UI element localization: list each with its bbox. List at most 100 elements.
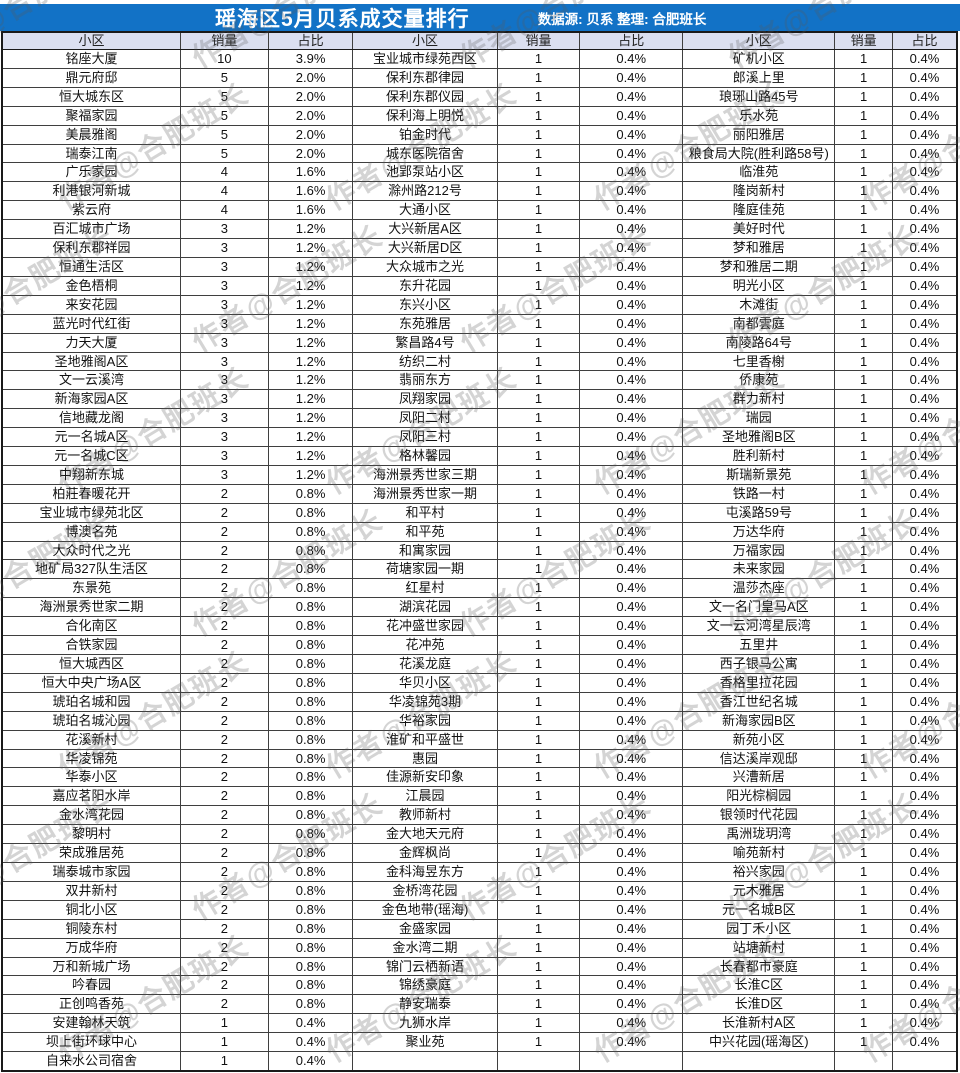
sales-cell: 1 [834, 105, 893, 126]
sales-cell: 3 [179, 427, 269, 448]
share-cell: 0.8% [267, 521, 354, 542]
share-cell: 0.4% [891, 880, 958, 901]
sales-cell: 1 [496, 502, 581, 523]
sales-cell: 1 [496, 937, 581, 958]
community-cell: 站塘新村 [682, 937, 836, 958]
table-row: 大众时代之光 2 0.8% 和寓家园 1 0.4% 万福家园 1 0.4% [1, 540, 958, 561]
table-row: 恒大城东区 5 2.0% 保利东郡仪园 1 0.4% 琅琊山路45号 1 0.4% [1, 86, 958, 107]
share-cell: 0.8% [267, 559, 354, 580]
share-cell: 0.8% [267, 483, 354, 504]
sales-cell: 1 [496, 105, 581, 126]
share-cell: 2.0% [267, 86, 354, 107]
table-row: 保利东郡祥园 3 1.2% 大兴新居D区 1 0.4% 梦和雅居 1 0.4% [1, 238, 958, 258]
community-cell: 东兴小区 [352, 294, 498, 315]
community-cell: 紫云府 [1, 200, 181, 221]
share-cell: 1.2% [267, 408, 354, 429]
share-cell: 0.4% [579, 899, 684, 920]
sales-cell: 1 [834, 256, 893, 277]
community-cell: 来安花园 [1, 294, 181, 315]
table-row: 双井新村 2 0.8% 金桥湾花园 1 0.4% 元木雅居 1 0.4% [1, 880, 958, 901]
table-row: 琥珀名城和园 2 0.8% 华凌锦苑3期 1 0.4% 香江世纪名城 1 0.4% [1, 691, 958, 712]
share-cell: 0.4% [891, 559, 958, 580]
sales-cell: 1 [834, 124, 893, 145]
community-cell: 木滩街 [682, 294, 836, 315]
community-cell: 荷塘家园一期 [352, 559, 498, 580]
sales-cell: 2 [179, 559, 269, 580]
share-cell: 0.4% [891, 767, 958, 788]
community-cell: 华裕家园 [352, 710, 498, 731]
sales-cell: 1 [179, 1013, 269, 1034]
share-cell: 0.4% [891, 748, 958, 769]
sales-cell: 4 [179, 162, 269, 183]
community-cell: 和平村 [352, 502, 498, 523]
table-row: 利港银河新城 4 1.6% 滁州路212号 1 0.4% 隆岗新村 1 0.4% [1, 181, 958, 202]
community-cell: 粮食局大院(胜利路58号) [682, 143, 836, 164]
share-cell: 3.9% [267, 49, 354, 69]
table-body: 铭座大厦 10 3.9% 宝业城市绿苑西区 1 0.4% 矿机小区 1 0.4% 鼎元府邸 5 2.0… [1, 49, 958, 1072]
sales-cell: 1 [834, 861, 893, 882]
community-cell: 合化南区 [1, 616, 181, 637]
sales-cell: 1 [496, 559, 581, 580]
community-cell: 瑞园 [682, 408, 836, 429]
share-cell: 0.4% [579, 427, 684, 448]
sales-cell: 1 [496, 843, 581, 863]
sales-cell: 2 [179, 975, 269, 996]
community-cell: 吟春园 [1, 975, 181, 996]
community-cell: 金桥湾花园 [352, 880, 498, 901]
share-cell: 1.2% [267, 370, 354, 391]
share-cell: 0.8% [267, 729, 354, 750]
share-cell: 0.4% [579, 1032, 684, 1053]
community-cell: 华凌锦苑 [1, 748, 181, 769]
share-cell: 0.4% [891, 843, 958, 863]
sales-ranking-table: 小区 销量 占比 小区 销量 占比 小区 销量 占比 铭座大厦 10 3.9% 宝业城市绿苑西区 1 0.… [1, 31, 958, 1072]
share-cell: 0.8% [267, 937, 354, 958]
sales-cell: 1 [834, 975, 893, 996]
community-cell: 梦和雅居 [682, 238, 836, 258]
community-cell: 恒大城西区 [1, 654, 181, 674]
community-cell: 新苑小区 [682, 729, 836, 750]
sales-cell: 1 [496, 635, 581, 655]
community-cell: 五里井 [682, 635, 836, 655]
share-cell: 0.4% [579, 918, 684, 939]
sales-cell: 1 [834, 238, 893, 258]
share-cell: 0.4% [891, 105, 958, 126]
table-row: 瑞泰城市家园 2 0.8% 金科海昱东方 1 0.4% 裕兴家园 1 0.4% [1, 861, 958, 882]
share-cell: 0.4% [579, 540, 684, 561]
table-row: 东景苑 2 0.8% 红星村 1 0.4% 温莎杰座 1 0.4% [1, 578, 958, 599]
community-cell: 银领时代花园 [682, 805, 836, 826]
community-cell: 园丁禾小区 [682, 918, 836, 939]
table-row: 正创鸣香苑 2 0.8% 静安瑞泰 1 0.4% 长淮D区 1 0.4% [1, 994, 958, 1015]
sales-cell: 1 [496, 975, 581, 996]
community-cell: 滁州路212号 [352, 181, 498, 202]
sales-cell: 2 [179, 616, 269, 637]
share-cell: 0.4% [579, 502, 684, 523]
sales-cell: 3 [179, 332, 269, 353]
table-row: 柏莊春暖花开 2 0.8% 海洲景秀世家一期 1 0.4% 铁路一村 1 0.4% [1, 483, 958, 504]
share-cell: 0.4% [891, 824, 958, 845]
sales-cell: 2 [179, 729, 269, 750]
sales-cell: 1 [834, 540, 893, 561]
table-row: 紫云府 4 1.6% 大通小区 1 0.4% 隆庭佳苑 1 0.4% [1, 200, 958, 221]
share-cell: 0.8% [267, 805, 354, 826]
share-cell: 0.8% [267, 767, 354, 788]
share-cell: 0.4% [579, 672, 684, 693]
community-cell: 中兴花园(瑶海区) [682, 1032, 836, 1053]
share-cell: 0.8% [267, 654, 354, 674]
table-row: 嘉应茗阳水岸 2 0.8% 江晨园 1 0.4% 阳光棕榈园 1 0.4% [1, 786, 958, 807]
table-row: 瑞泰江南 5 2.0% 城东医院宿舍 1 0.4% 粮食局大院(胜利路58号) 1 0.4% [1, 143, 958, 164]
sales-cell: 1 [496, 49, 581, 69]
table-row: 地矿局327队生活区 2 0.8% 荷塘家园一期 1 0.4% 未来家园 1 0.4% [1, 559, 958, 580]
share-cell: 0.4% [579, 994, 684, 1015]
community-cell [352, 1051, 498, 1072]
community-cell: 花溪新村 [1, 729, 181, 750]
table-row: 金色梧桐 3 1.2% 东升花园 1 0.4% 明光小区 1 0.4% [1, 275, 958, 296]
community-cell: 铜陵东村 [1, 918, 181, 939]
sales-cell: 2 [179, 880, 269, 901]
table-row: 华凌锦苑 2 0.8% 惠园 1 0.4% 信达溪岸观邸 1 0.4% [1, 748, 958, 769]
sales-cell: 1 [496, 654, 581, 674]
share-cell: 0.4% [891, 408, 958, 429]
community-cell: 万和新城广场 [1, 956, 181, 977]
share-cell [891, 1051, 958, 1072]
share-cell: 0.4% [891, 49, 958, 69]
share-cell: 0.4% [579, 729, 684, 750]
